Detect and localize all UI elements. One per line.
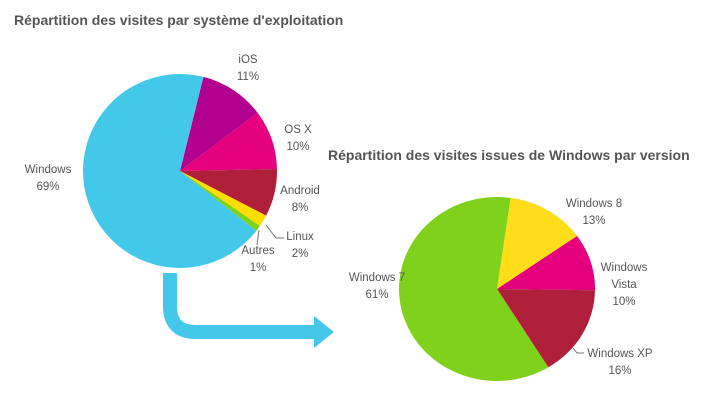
label-windows-xp-name: Windows XP	[587, 348, 653, 360]
label-windows-vista: Windows Vista 10%	[594, 260, 654, 311]
pie-slice-windows	[83, 73, 257, 268]
leader-linux	[265, 224, 284, 239]
label-windows-name: Windows	[24, 164, 72, 176]
pie-slice-linux	[180, 171, 267, 226]
label-android: Android 8%	[276, 183, 324, 217]
label-windows-xp-value: 16%	[608, 365, 632, 377]
label-ios-value: 11%	[236, 71, 260, 83]
label-windows: Windows 69%	[20, 162, 76, 196]
pie-slice-windows-xp	[497, 289, 595, 368]
leader-lines	[256, 224, 584, 354]
label-windows-xp: Windows XP 16%	[582, 346, 658, 380]
leader-autres	[256, 229, 260, 246]
label-windows-vista-value: 10%	[612, 296, 636, 308]
label-linux-value: 2%	[291, 248, 309, 260]
pie-slice-windows-7	[398, 197, 549, 382]
connector-arrow	[163, 273, 316, 339]
pie-slice-android	[180, 169, 277, 216]
label-windows-7: Windows 7 61%	[340, 270, 414, 304]
label-windows-8-value: 13%	[582, 215, 606, 227]
chart-title-os: Répartition des visites par système d'ex…	[14, 12, 344, 28]
label-osx: OS X 10%	[278, 122, 318, 156]
connector-arrowhead	[314, 316, 334, 348]
label-autres-name: Autres	[241, 245, 275, 257]
label-windows-7-value: 61%	[365, 289, 389, 301]
label-android-value: 8%	[291, 202, 309, 214]
label-windows-7-name: Windows 7	[348, 272, 406, 284]
pie-windows	[398, 197, 595, 382]
pie-slice-windows-vista	[497, 235, 595, 291]
label-linux: Linux 2%	[282, 229, 318, 263]
chart-title-windows: Répartition des visites issues de Window…	[328, 147, 690, 163]
pie-slice-os-x	[180, 112, 277, 171]
label-windows-8: Windows 8 13%	[556, 196, 632, 230]
label-autres: Autres 1%	[236, 243, 280, 277]
label-osx-name: OS X	[284, 124, 312, 136]
label-osx-value: 10%	[286, 141, 310, 153]
label-autres-value: 1%	[249, 262, 267, 274]
pie-slice-windows-8	[497, 197, 578, 289]
pie-slice-ios	[180, 76, 258, 171]
leader-windows-xp	[572, 347, 584, 354]
label-windows-8-name: Windows 8	[565, 198, 623, 210]
label-ios-name: iOS	[238, 54, 258, 66]
label-linux-name: Linux	[286, 231, 314, 243]
pie-os	[83, 73, 277, 268]
label-windows-vista-name: Windows Vista	[600, 262, 648, 291]
pie-slice-autres	[180, 171, 260, 231]
label-android-name: Android	[280, 185, 320, 197]
label-ios: iOS 11%	[228, 52, 268, 86]
label-windows-value: 69%	[36, 181, 60, 193]
